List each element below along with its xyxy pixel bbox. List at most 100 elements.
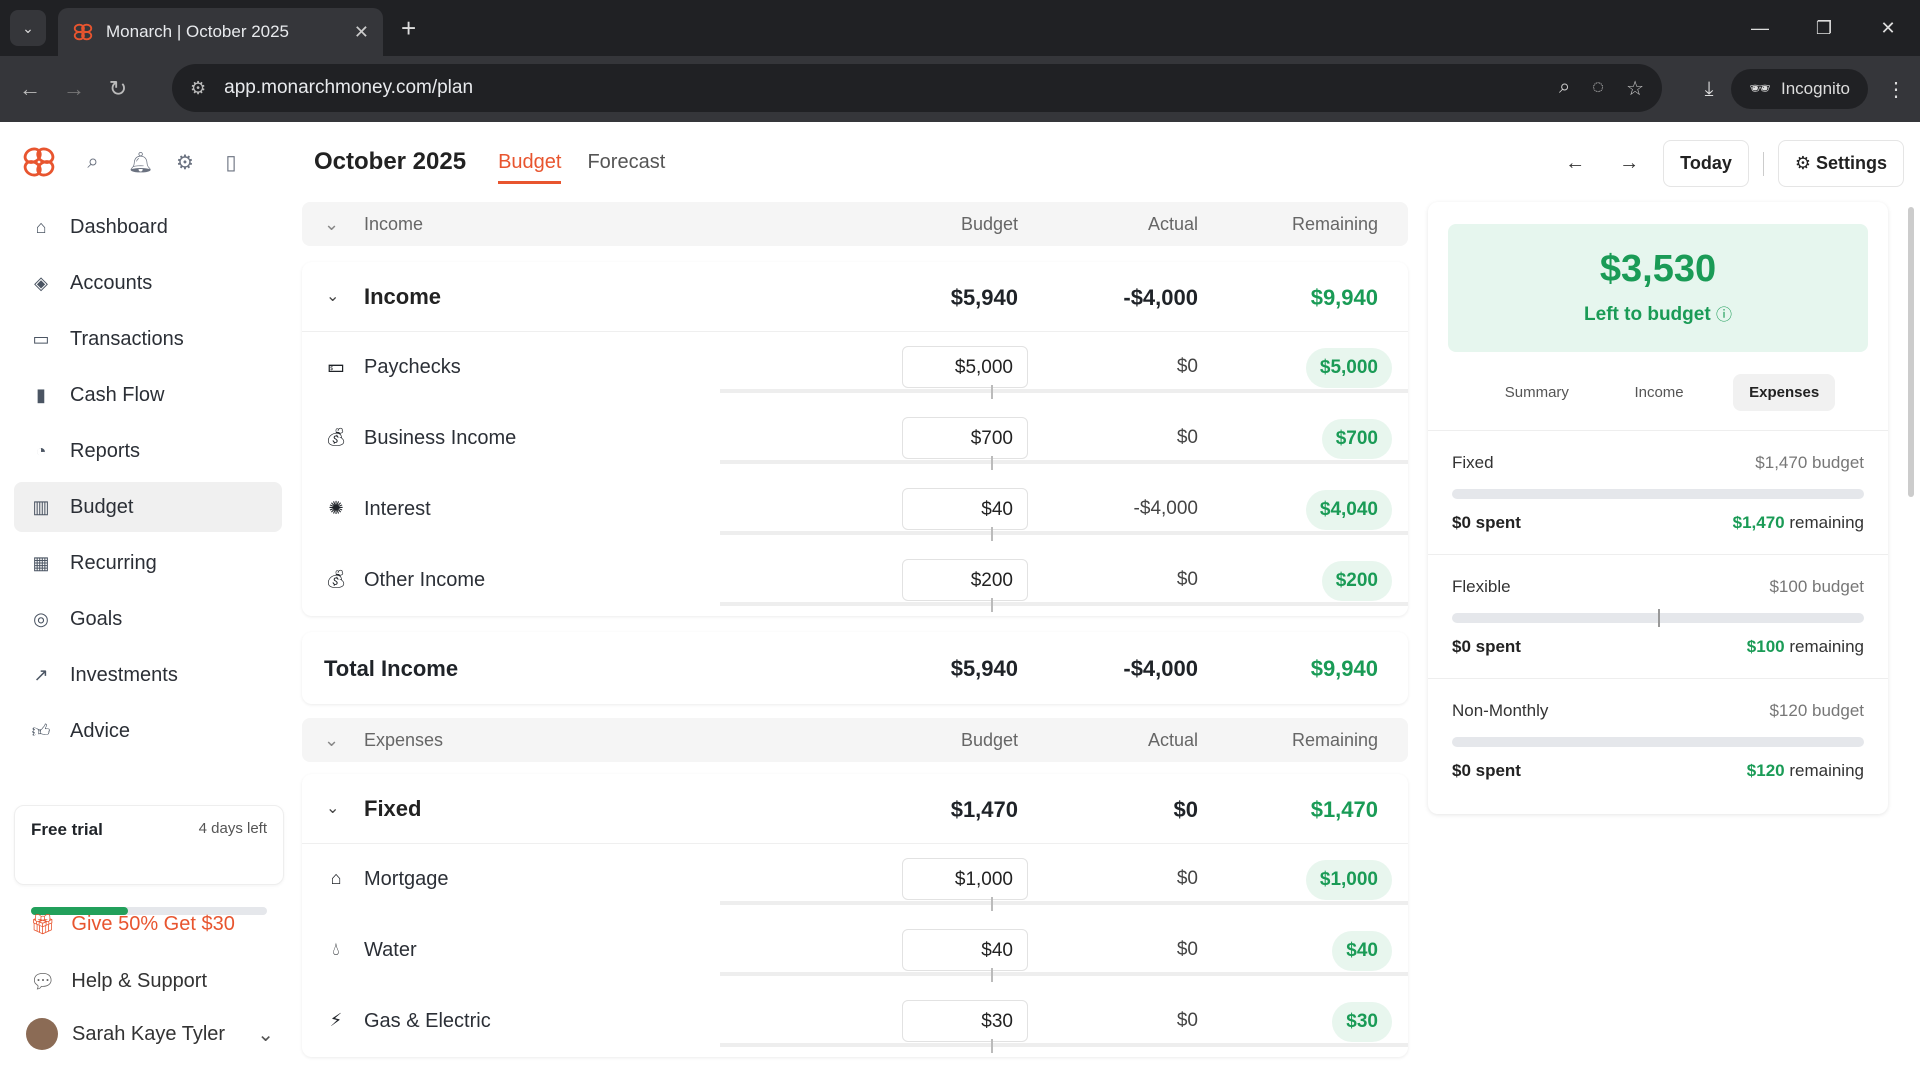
col-actual-header: Actual bbox=[1147, 729, 1198, 750]
remaining-pill[interactable]: $4,040 bbox=[1305, 490, 1392, 530]
incognito-badge[interactable]: 🕶 Incognito bbox=[1731, 69, 1868, 109]
sidebar-item-advice[interactable]: 👍︎ Advice bbox=[14, 706, 282, 756]
sidebar-item-cash-flow[interactable]: ▮ Cash Flow bbox=[14, 370, 282, 420]
chevron-down-icon[interactable]: ⌄ bbox=[326, 288, 340, 305]
sidebar-item-recurring[interactable]: ▦ Recurring bbox=[14, 538, 282, 588]
sidebar-item-label: Budget bbox=[70, 495, 134, 518]
help-support-link[interactable]: 💬︎ Help & Support bbox=[30, 969, 207, 994]
forward-icon[interactable]: → bbox=[63, 76, 85, 101]
remaining-label: remaining bbox=[1784, 513, 1864, 532]
sidebar-item-label: Transactions bbox=[70, 327, 184, 350]
sidebar-item-label: Reports bbox=[70, 439, 141, 462]
user-menu[interactable]: Sarah Kaye Tyler ⌄ bbox=[26, 1018, 274, 1050]
new-tab-button[interactable]: + bbox=[401, 12, 417, 43]
category-row[interactable]: ⌂ Mortgage $1,000 $0 $1,000 bbox=[302, 844, 1408, 915]
gift-icon: 🎁︎ bbox=[30, 914, 56, 936]
remaining-pill[interactable]: $30 bbox=[1332, 1002, 1392, 1042]
group-name: Income bbox=[364, 284, 442, 309]
minimize-icon[interactable]: — bbox=[1751, 17, 1769, 38]
category-spent: $0 spent bbox=[1452, 761, 1521, 780]
group-row[interactable]: ⌄ Income $5,940 -$4,000 $9,940 bbox=[302, 262, 1408, 332]
group-row[interactable]: ⌄ Fixed $1,470 $0 $1,470 bbox=[302, 774, 1408, 844]
sidebar-item-transactions[interactable]: ▭ Transactions bbox=[14, 314, 282, 364]
tab-income[interactable]: Income bbox=[1634, 383, 1684, 401]
sidebar-item-accounts[interactable]: ◈ Accounts bbox=[14, 258, 282, 308]
category-row[interactable]: 💵︎ Paychecks $5,000 $0 $5,000 bbox=[302, 332, 1408, 403]
site-info-icon[interactable]: ⚙ bbox=[190, 77, 207, 98]
referral-link[interactable]: 🎁︎ Give 50% Get $30 bbox=[30, 912, 235, 937]
download-icon[interactable]: ⤓ bbox=[1704, 77, 1714, 100]
group-actual: $0 bbox=[1173, 797, 1198, 822]
progress-tick bbox=[991, 456, 993, 470]
budget-input[interactable]: $30 bbox=[902, 1000, 1028, 1042]
restore-icon[interactable]: ❐ bbox=[1815, 17, 1833, 38]
tab-forecast[interactable]: Forecast bbox=[587, 150, 666, 173]
today-button[interactable]: Today bbox=[1663, 140, 1749, 187]
summary-category-flexible[interactable]: Flexible $100 budget $0 spent $100 remainin… bbox=[1428, 554, 1888, 680]
group-remaining: $9,940 bbox=[1310, 285, 1378, 310]
category-row[interactable]: 💧︎ Water $40 $0 $40 bbox=[302, 915, 1408, 986]
close-tab-icon[interactable]: ✕ bbox=[353, 21, 369, 42]
free-trial-card[interactable]: Free trial 4 days left bbox=[14, 805, 284, 915]
category-row[interactable]: 💰︎ Other Income $200 $0 $200 bbox=[302, 545, 1408, 616]
sidebar-toggle-icon[interactable]: ▯ bbox=[225, 151, 237, 174]
tab-budget[interactable]: Budget bbox=[498, 151, 562, 184]
gear-icon[interactable]: ⚙ bbox=[176, 151, 194, 174]
trial-label: Free trial bbox=[31, 820, 103, 839]
sidebar: ⌕ 🔔︎ ⚙ ▯ ⌂ Dashboard ◈ Accounts ▭ Transaction… bbox=[0, 122, 296, 1080]
category-row[interactable]: ✺ Interest $40 -$4,000 $4,040 bbox=[302, 474, 1408, 545]
budget-input[interactable]: $700 bbox=[902, 417, 1028, 459]
summary-category-fixed[interactable]: Fixed $1,470 budget $0 spent $1,470 remaini… bbox=[1428, 430, 1888, 556]
menu-icon[interactable]: ⋮ bbox=[1886, 78, 1906, 101]
prev-month-arrow-icon[interactable]: ← bbox=[1565, 152, 1586, 174]
close-window-icon[interactable]: ✕ bbox=[1880, 17, 1896, 38]
progress-track bbox=[720, 901, 1408, 905]
budget-input[interactable]: $40 bbox=[902, 488, 1028, 530]
reload-icon[interactable]: ↻ bbox=[108, 76, 128, 101]
chevron-down-icon: ⌄ bbox=[324, 213, 340, 234]
remaining-pill[interactable]: $700 bbox=[1321, 419, 1392, 459]
search-icon[interactable]: ⌕ bbox=[87, 150, 99, 173]
next-month-arrow-icon[interactable]: → bbox=[1619, 152, 1640, 174]
sidebar-item-budget[interactable]: ▥ Budget bbox=[14, 482, 282, 532]
browser-toolbar: ← → ↻ ⚙ app.monarchmoney.com/plan ⌕ ◌ ☆ … bbox=[0, 56, 1920, 122]
tab-summary[interactable]: Summary bbox=[1504, 383, 1569, 401]
address-bar[interactable]: ⚙ app.monarchmoney.com/plan ⌕ ◌ ☆ bbox=[172, 64, 1662, 112]
sidebar-item-investments[interactable]: ↗ Investments bbox=[14, 650, 282, 700]
chevron-down-icon[interactable]: ⌄ bbox=[326, 800, 340, 817]
remaining-pill[interactable]: $200 bbox=[1321, 561, 1392, 601]
budget-input[interactable]: $5,000 bbox=[902, 346, 1028, 388]
bell-icon[interactable]: 🔔︎ bbox=[128, 151, 154, 174]
budget-input[interactable]: $200 bbox=[902, 559, 1028, 601]
remaining-pill[interactable]: $1,000 bbox=[1305, 860, 1392, 900]
left-to-budget-text: Left to budget bbox=[1584, 304, 1711, 325]
budget-input[interactable]: $1,000 bbox=[902, 858, 1028, 900]
tab-search-button[interactable]: ⌄ bbox=[10, 10, 46, 46]
star-icon[interactable]: ☆ bbox=[1626, 77, 1644, 100]
income-section-header[interactable]: ⌄ Income Budget Actual Remaining bbox=[302, 202, 1408, 246]
sidebar-item-dashboard[interactable]: ⌂ Dashboard bbox=[14, 202, 282, 252]
fixed-group-card: ⌄ Fixed $1,470 $0 $1,470 ⌂ Mortgage $1,000… bbox=[302, 774, 1408, 1057]
category-row[interactable]: ⚡︎ Gas & Electric $30 $0 $30 bbox=[302, 986, 1408, 1057]
zoom-icon[interactable]: ⌕ bbox=[1558, 75, 1571, 98]
section-label: Income bbox=[364, 213, 424, 234]
expenses-section-header[interactable]: ⌄ Expenses Budget Actual Remaining bbox=[302, 718, 1408, 762]
sidebar-item-goals[interactable]: ◎ Goals bbox=[14, 594, 282, 644]
info-icon[interactable]: ⓘ bbox=[1715, 307, 1732, 324]
remaining-pill[interactable]: $40 bbox=[1332, 931, 1392, 971]
scrollbar[interactable] bbox=[1908, 207, 1914, 497]
progress-track bbox=[720, 389, 1408, 393]
monarch-logo-icon[interactable] bbox=[20, 143, 58, 181]
budget-input[interactable]: $40 bbox=[902, 929, 1028, 971]
back-icon[interactable]: ← bbox=[19, 76, 41, 101]
settings-button[interactable]: ⚙ Settings bbox=[1777, 140, 1904, 187]
actual-value: -$4,000 bbox=[1133, 498, 1198, 519]
browser-tab[interactable]: Monarch | October 2025 ✕ bbox=[58, 8, 383, 56]
summary-category-non-monthly[interactable]: Non-Monthly $120 budget $0 spent $120 remai… bbox=[1428, 678, 1888, 804]
remaining-pill[interactable]: $5,000 bbox=[1305, 348, 1392, 388]
tab-title: Monarch | October 2025 bbox=[106, 22, 290, 41]
sidebar-item-reports[interactable]: ◔ Reports bbox=[14, 426, 282, 476]
category-row[interactable]: 💰︎ Business Income $700 $0 $700 bbox=[302, 403, 1408, 474]
tab-expenses[interactable]: Expenses bbox=[1733, 373, 1836, 411]
eye-off-icon[interactable]: ◌ bbox=[1592, 75, 1605, 98]
